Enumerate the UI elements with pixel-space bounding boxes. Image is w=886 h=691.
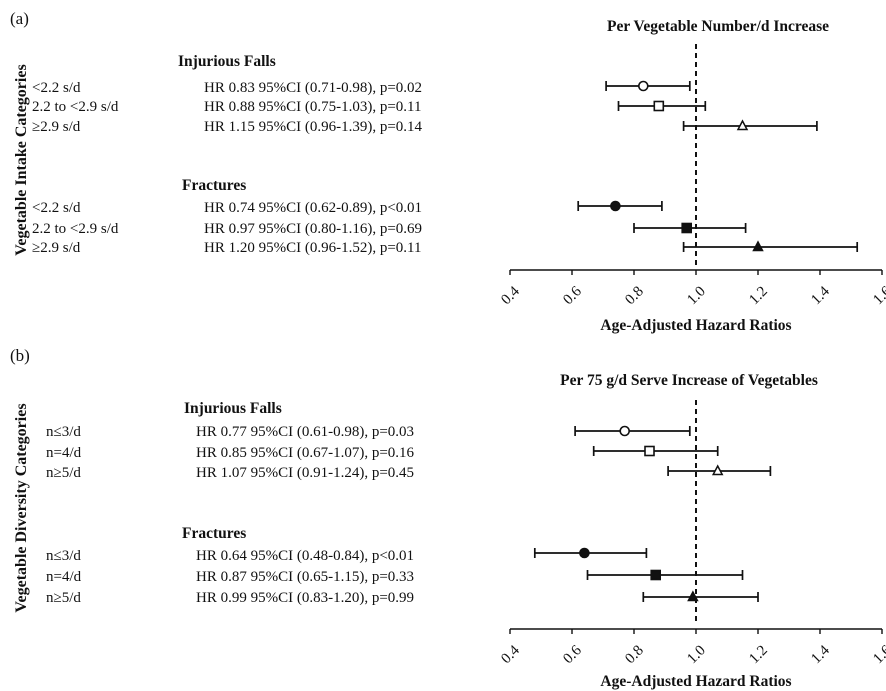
panel-b-group-2-row-1-estimate-circle [579, 547, 590, 559]
panel-b-fractures-row-2-label: n=4/d [46, 569, 82, 585]
panel-a-group-1-row-1-estimate-circle [637, 80, 649, 92]
panel-b-plot-area: 0.4 0.6 0.8 1.0 1.2 1.4 1.6 [498, 400, 886, 667]
panel-a: (a) Per Vegetable Number/d Increase Vege… [10, 9, 886, 334]
panel-b-group-1-row-1-estimate-circle [619, 425, 631, 437]
panel-a-x-tick-label: 0.8 [622, 284, 647, 309]
panel-b-x-tick-label: 0.4 [498, 642, 523, 667]
panel-b-x-tick-label: 0.6 [560, 642, 585, 667]
panel-a-fractures-row-3-label: ≥2.9 s/d [32, 240, 81, 256]
panel-a-falls-row-3-label: ≥2.9 s/d [32, 119, 81, 135]
panel-b-fractures-row-3-label: n≥5/d [46, 590, 81, 606]
panel-b-label: (b) [10, 346, 30, 365]
panel-a-x-axis-label: Age-Adjusted Hazard Ratios [600, 317, 791, 334]
panel-a-falls-row-1-stats: HR 0.83 95%CI (0.71-0.98), p=0.02 [204, 80, 422, 96]
panel-a-x-tick-label: 1.2 [746, 284, 771, 309]
panel-a-x-tick-label: 1.6 [870, 283, 886, 308]
panel-a-title: Per Vegetable Number/d Increase [607, 18, 829, 35]
panel-b-group-1-row-3-estimate-triangle [711, 464, 724, 476]
panel-a-falls-row-1-label: <2.2 s/d [32, 80, 81, 96]
panel-a-falls-row-2-label: 2.2 to <2.9 s/d [32, 99, 119, 115]
panel-a-group-2-row-2-estimate-square [681, 222, 693, 234]
panel-a-group-1-row-2-estimate-square [653, 100, 665, 112]
panel-b-group-2-row-2-estimate-square [650, 569, 662, 581]
panel-a-group-1-row-3-estimate-triangle [736, 119, 749, 131]
panel-a-fractures-row-3-stats: HR 1.20 95%CI (0.96-1.52), p=0.11 [204, 240, 421, 256]
panel-b-falls-row-3-label: n≥5/d [46, 465, 81, 481]
panel-a-plot-area: 0.4 0.6 0.8 1.0 1.2 1.4 1.6 [498, 44, 886, 308]
panel-b-y-axis-label: Vegetable Diversity Categories [13, 403, 30, 612]
panel-b: (b) Per 75 g/d Serve Increase of Vegetab… [10, 346, 886, 690]
panel-a-group-2-row-3-estimate-triangle [752, 240, 764, 252]
panel-b-x-tick-label: 1.0 [684, 643, 709, 668]
panel-a-fractures-row-1-label: <2.2 s/d [32, 200, 81, 216]
panel-a-x-tick-label: 0.6 [560, 283, 585, 308]
panel-b-x-axis-label: Age-Adjusted Hazard Ratios [600, 673, 791, 690]
panel-b-falls-row-2-label: n=4/d [46, 445, 82, 461]
panel-b-fractures-row-1-label: n≤3/d [46, 548, 81, 564]
panel-a-group-fractures-title: Fractures [182, 177, 246, 194]
panel-b-x-tick-label: 0.8 [622, 643, 647, 668]
panel-b-falls-row-1-stats: HR 0.77 95%CI (0.61-0.98), p=0.03 [196, 424, 414, 440]
panel-b-falls-row-1-label: n≤3/d [46, 424, 81, 440]
panel-a-falls-row-2-stats: HR 0.88 95%CI (0.75-1.03), p=0.11 [204, 99, 421, 115]
panel-a-fractures-row-1-stats: HR 0.74 95%CI (0.62-0.89), p<0.01 [204, 200, 422, 216]
panel-a-falls-row-3-stats: HR 1.15 95%CI (0.96-1.39), p=0.14 [204, 119, 423, 135]
panel-a-group-falls-title: Injurious Falls [178, 53, 276, 70]
panel-b-title: Per 75 g/d Serve Increase of Vegetables [560, 372, 818, 389]
panel-b-group-falls-title: Injurious Falls [184, 400, 282, 417]
panel-a-label: (a) [10, 9, 29, 28]
panel-a-x-tick-label: 1.0 [684, 284, 709, 309]
panel-b-x-tick-label: 1.6 [870, 642, 886, 667]
panel-b-group-1-row-2-estimate-square [644, 445, 655, 457]
panel-a-x-tick-label: 0.4 [498, 283, 523, 308]
panel-a-fractures-row-2-stats: HR 0.97 95%CI (0.80-1.16), p=0.69 [204, 221, 422, 237]
panel-b-falls-row-3-stats: HR 1.07 95%CI (0.91-1.24), p=0.45 [196, 465, 414, 481]
panel-b-fractures-row-3-stats: HR 0.99 95%CI (0.83-1.20), p=0.99 [196, 590, 414, 606]
panel-a-group-2-row-1-estimate-circle [610, 200, 621, 212]
panel-b-fractures-row-1-stats: HR 0.64 95%CI (0.48-0.84), p<0.01 [196, 548, 414, 564]
panel-b-x-tick-label: 1.2 [746, 643, 771, 668]
panel-b-falls-row-2-stats: HR 0.85 95%CI (0.67-1.07), p=0.16 [196, 445, 415, 461]
panel-b-group-fractures-title: Fractures [182, 525, 246, 542]
panel-a-y-axis-label: Vegetable Intake Categories [13, 64, 30, 255]
panel-b-fractures-row-2-stats: HR 0.87 95%CI (0.65-1.15), p=0.33 [196, 569, 414, 585]
panel-b-x-tick-label: 1.4 [808, 642, 833, 667]
panel-a-fractures-row-2-label: 2.2 to <2.9 s/d [32, 221, 119, 237]
panel-a-x-tick-label: 1.4 [808, 283, 833, 308]
panel-b-group-2-row-3-estimate-triangle [687, 590, 699, 602]
